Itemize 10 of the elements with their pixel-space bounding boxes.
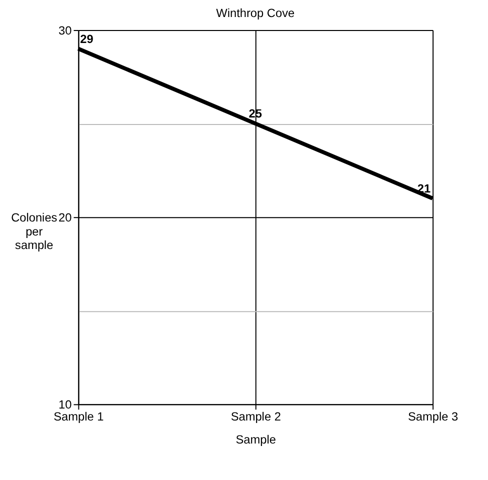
x-tick-label: Sample 3 [408, 410, 459, 424]
x-tick-label: Sample 2 [230, 410, 281, 424]
y-tick-label: 20 [58, 210, 72, 225]
x-tick-label: Sample 1 [54, 410, 104, 424]
y-tick-label: 10 [58, 398, 72, 412]
chart-title: Winthrop Cove [216, 6, 296, 20]
y-tick-label: 30 [58, 23, 72, 38]
x-axis-title: Sample [236, 432, 276, 446]
y-axis-title: Colonies per sample [11, 210, 58, 252]
data-label: 29 [80, 32, 94, 46]
